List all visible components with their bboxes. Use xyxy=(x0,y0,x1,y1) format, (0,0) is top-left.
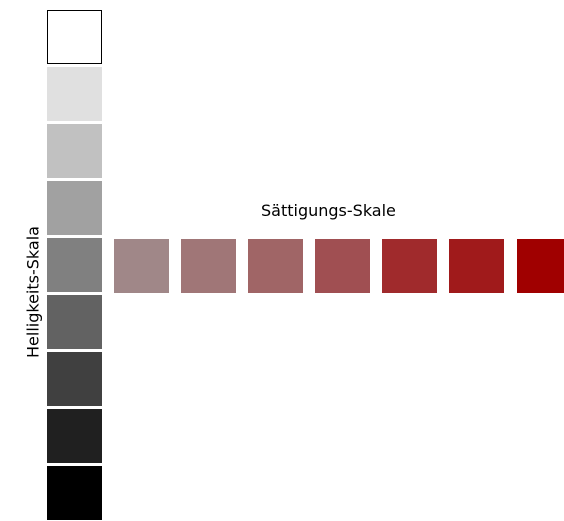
lightness-swatch-6 xyxy=(47,295,102,349)
saturation-swatch-1 xyxy=(114,239,169,293)
lightness-swatch-5 xyxy=(47,238,102,292)
lightness-swatch-9 xyxy=(47,466,102,520)
saturation-swatch-6 xyxy=(449,239,504,293)
saturation-swatch-7 xyxy=(517,239,564,293)
saturation-scale-label: Sättigungs-Skale xyxy=(261,201,396,220)
saturation-swatch-3 xyxy=(248,239,303,293)
lightness-swatch-3 xyxy=(47,124,102,178)
lightness-swatch-7 xyxy=(47,352,102,406)
lightness-scale-label: Helligkeits-Skala xyxy=(23,226,43,358)
saturation-swatch-2 xyxy=(181,239,236,293)
lightness-swatch-4 xyxy=(47,181,102,235)
saturation-swatch-5 xyxy=(382,239,437,293)
lightness-swatch-1 xyxy=(47,10,102,64)
lightness-swatch-2 xyxy=(47,67,102,121)
saturation-swatch-4 xyxy=(315,239,370,293)
lightness-swatch-8 xyxy=(47,409,102,463)
